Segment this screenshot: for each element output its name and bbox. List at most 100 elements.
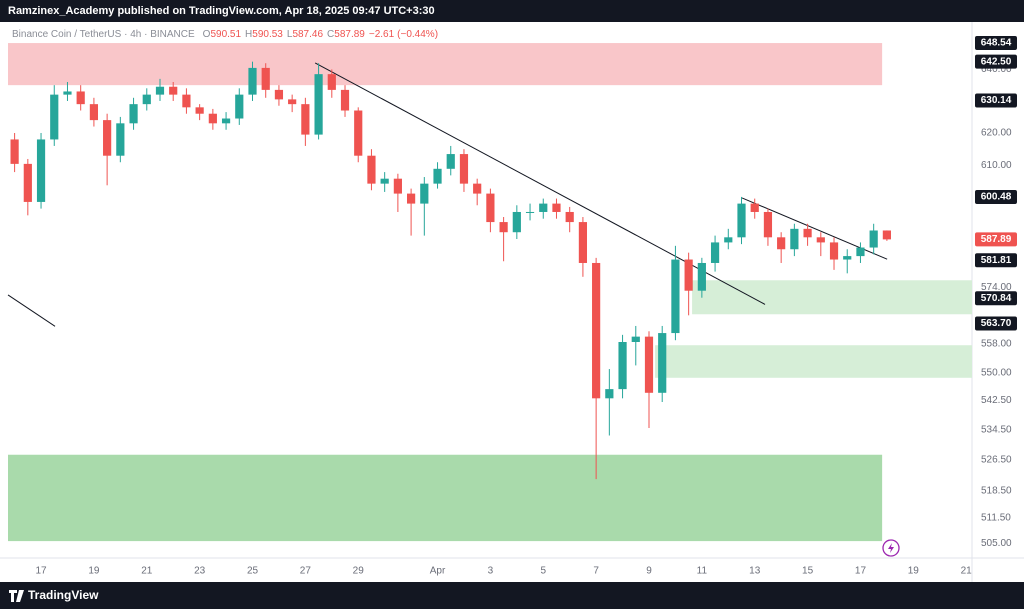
candle-body (155, 86, 165, 95)
change-pct: (−0.44%) (397, 29, 438, 40)
price-label: 587.89 (981, 234, 1012, 245)
x-tick-label: 25 (247, 566, 259, 577)
x-tick-label: 19 (88, 566, 100, 577)
price-label: 642.50 (981, 56, 1012, 67)
ohlc-label: C (327, 29, 334, 40)
candle-body (473, 183, 482, 194)
x-tick-label: 29 (353, 566, 365, 577)
price-label-box (975, 291, 1017, 306)
candle-body (169, 86, 178, 95)
y-tick-label: 574.00 (981, 282, 1012, 293)
price-label-box (975, 232, 1017, 247)
y-tick-label: 518.50 (981, 485, 1012, 496)
candle-body (618, 342, 627, 390)
price-label-box (975, 93, 1017, 108)
legend: Binance Coin / TetherUS · 4h · BINANCE O5… (12, 29, 438, 40)
candle-body (327, 74, 336, 90)
price-label-box (975, 189, 1017, 204)
price-label-box (975, 35, 1017, 50)
candle-body (592, 262, 601, 399)
candle-body (710, 242, 720, 263)
candle-body (261, 67, 270, 90)
bottom-bar (0, 582, 1024, 609)
top-bar (0, 0, 1024, 22)
y-tick-label: 534.50 (981, 425, 1012, 436)
candle-body (486, 193, 495, 223)
ohlc-value: 587.46 (292, 29, 323, 40)
y-tick-label: 526.50 (981, 455, 1012, 466)
candle-body (36, 139, 46, 202)
candle-body (499, 222, 508, 233)
x-tick-label: 9 (646, 566, 652, 577)
candle-body (777, 237, 786, 250)
candle-body (671, 259, 680, 334)
y-tick-label: 511.50 (981, 513, 1011, 524)
y-tick-label: 610.00 (981, 160, 1012, 171)
x-tick-label: 13 (749, 566, 761, 577)
change: −2.61 (369, 29, 395, 40)
candle-body (525, 211, 535, 213)
candle-body (274, 89, 284, 100)
y-tick-label: 542.50 (981, 395, 1012, 406)
ohlc-value: 590.51 (210, 29, 241, 40)
candle-body (380, 178, 389, 184)
candle-body (631, 336, 640, 343)
brand: TradingView (28, 588, 99, 602)
candle-body (446, 154, 455, 169)
candle-body (10, 139, 19, 164)
candle-body (208, 113, 217, 124)
y-tick-label: 550.00 (981, 367, 1012, 378)
x-tick-label: 7 (593, 566, 599, 577)
x-tick-label: 17 (855, 566, 867, 577)
price-label: 570.84 (981, 293, 1012, 304)
candle-body (235, 94, 244, 119)
zone (8, 43, 883, 86)
candle-body (724, 237, 733, 243)
candle-body (658, 333, 667, 393)
candle-body (195, 107, 204, 114)
y-tick-label: 620.00 (981, 128, 1012, 139)
candle-body (142, 94, 151, 105)
price-label: 648.54 (981, 38, 1012, 49)
candle-body (565, 211, 574, 223)
candle-body (407, 193, 416, 204)
alert-icon-bolt (888, 543, 894, 553)
candle-body (843, 256, 852, 260)
zone (692, 280, 972, 315)
candle-body (23, 163, 32, 202)
candle-body (856, 247, 865, 257)
candle-body (63, 91, 72, 95)
candle-body (790, 228, 799, 250)
candle-body (552, 203, 561, 212)
candle-body (605, 389, 614, 399)
trendline (7, 294, 56, 327)
symbol: Binance Coin / TetherUS · 4h · BINANCE (12, 29, 195, 40)
candle-body (433, 168, 442, 184)
candle-body (367, 155, 376, 184)
candle-body (512, 211, 521, 233)
candle-body (301, 104, 310, 135)
candle-body (116, 123, 125, 156)
ohlc-label: L (287, 29, 293, 40)
candle-body (129, 104, 138, 124)
x-tick-label: 17 (35, 566, 47, 577)
brand-logo (9, 590, 24, 602)
x-tick-label: 21 (141, 566, 153, 577)
ohlc-value: 590.53 (252, 29, 283, 40)
candle-body (684, 259, 693, 291)
x-tick-label: 23 (194, 566, 206, 577)
candle-body (76, 91, 85, 105)
y-tick-label: 505.00 (981, 538, 1012, 549)
candle-body (314, 74, 323, 135)
x-tick-label: Apr (430, 566, 446, 577)
candle-body (763, 211, 773, 238)
price-label-box (975, 316, 1017, 331)
price-label: 581.81 (981, 255, 1012, 266)
candle-body (89, 104, 99, 121)
x-tick-label: 15 (802, 566, 814, 577)
price-label: 630.14 (981, 95, 1012, 106)
candle-body (340, 89, 350, 111)
candle-body (50, 94, 59, 140)
